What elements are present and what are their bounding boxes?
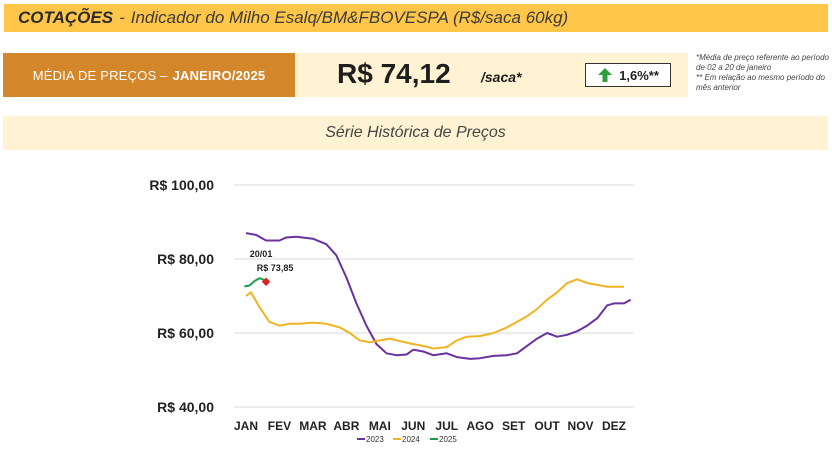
- change-value: 1,6%**: [619, 67, 659, 83]
- x-tick-label: JUL: [435, 419, 458, 433]
- x-tick-label: JUN: [401, 419, 425, 433]
- x-tick-label: OUT: [534, 419, 560, 433]
- x-tick-label: MAR: [299, 419, 327, 433]
- chart-y-tick-labels: R$ 40,00 R$ 60,00 R$ 80,00 R$ 100,00: [149, 177, 214, 415]
- x-tick-label: JAN: [234, 419, 258, 433]
- annotation-date: 20/01: [250, 249, 273, 259]
- price-notes: *Média de preço referente ao período de …: [696, 53, 830, 93]
- legend-label-2023: 2023: [366, 435, 384, 444]
- chart-gridlines: [234, 184, 634, 408]
- series-line-2025: [244, 277, 267, 288]
- title-separator: -: [119, 8, 125, 27]
- up-arrow-icon: [598, 68, 613, 82]
- average-month: JANEIRO/2025: [172, 67, 266, 83]
- legend-label-2025: 2025: [439, 435, 457, 444]
- price-unit: /saca*: [481, 69, 522, 85]
- y-tick-label: R$ 100,00: [149, 177, 214, 193]
- chart-legend: 2023 2024 2025: [357, 435, 457, 444]
- annotation-marker: [261, 277, 271, 286]
- series-line-2024: [245, 278, 624, 350]
- note-average-period: *Média de preço referente ao período de …: [696, 53, 829, 72]
- x-tick-label: AGO: [467, 419, 494, 433]
- chart-series-lines: [244, 232, 632, 360]
- series-title-bar: Série Histórica de Preços: [3, 116, 828, 150]
- x-tick-label: NOV: [568, 419, 594, 433]
- y-tick-label: R$ 60,00: [157, 325, 214, 341]
- chart-x-tick-labels: JAN FEV MAR ABR MAI JUN JUL AGO SET OUT NOV DEZ: [234, 419, 626, 433]
- title-subtitle: Indicador do Milho Esalq/BM&FBOVESPA (R$…: [130, 8, 569, 27]
- y-tick-label: R$ 80,00: [157, 251, 214, 267]
- annotation-value: R$ 73,85: [257, 263, 294, 273]
- x-tick-label: ABR: [333, 419, 359, 433]
- x-tick-label: SET: [502, 419, 526, 433]
- x-tick-label: MAI: [369, 419, 391, 433]
- title-bar: COTAÇÕES - Indicador do Milho Esalq/BM&F…: [4, 4, 828, 32]
- x-tick-label: DEZ: [602, 419, 626, 433]
- average-label-text: MÉDIA DE PREÇOS –: [32, 67, 168, 83]
- average-value-panel: R$ 74,12 /saca* 1,6%**: [295, 53, 688, 97]
- series-line-2023: [245, 232, 632, 360]
- chart-annotation: 20/01 R$ 73,85: [250, 249, 294, 286]
- title-label: COTAÇÕES: [18, 8, 114, 27]
- price-history-chart: R$ 40,00 R$ 60,00 R$ 80,00 R$ 100,00 JAN FEV…: [149, 177, 634, 444]
- note-comparison: ** Em relação ao mesmo período do mês an…: [696, 73, 825, 92]
- average-price-label: MÉDIA DE PREÇOS – JANEIRO/2025: [3, 53, 295, 97]
- y-tick-label: R$ 40,00: [157, 399, 214, 415]
- average-price: R$ 74,12: [337, 58, 451, 89]
- x-tick-label: FEV: [268, 419, 291, 433]
- change-badge: 1,6%**: [585, 63, 671, 87]
- series-title: Série Histórica de Preços: [325, 124, 506, 141]
- legend-label-2024: 2024: [402, 435, 420, 444]
